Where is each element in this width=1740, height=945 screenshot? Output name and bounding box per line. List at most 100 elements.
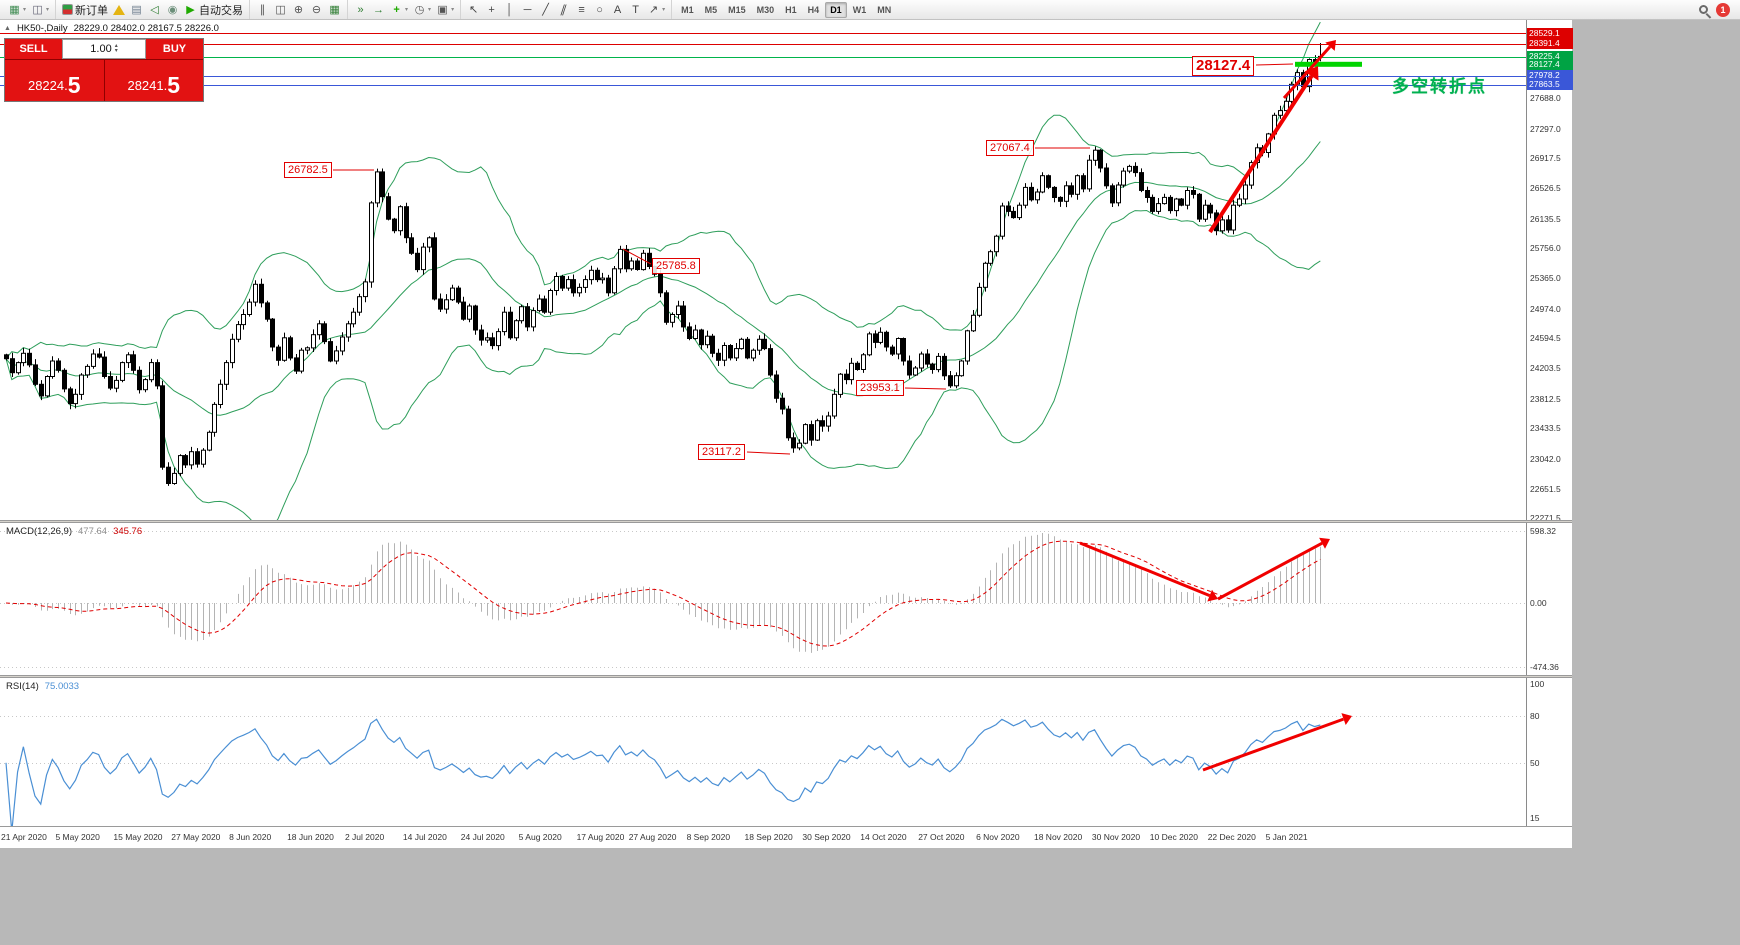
macd-tick: -474.36 — [1530, 662, 1559, 672]
fibonacci-button[interactable]: ≡ — [573, 2, 590, 18]
price-callout-26782.5[interactable]: 26782.5 — [284, 162, 332, 178]
profiles-dropdown-icon[interactable]: ▾ — [46, 7, 50, 13]
timeframe-h4-button[interactable]: H4 — [807, 4, 820, 15]
channel-button[interactable]: ∥ — [555, 2, 572, 18]
periods-dropdown-icon[interactable]: ▾ — [428, 7, 432, 13]
indicators-dropdown-icon[interactable]: ▾ — [405, 7, 409, 13]
price-tag-27863.5: 27863.5 — [1527, 79, 1573, 91]
main-chart-plot[interactable] — [0, 20, 1526, 520]
timeframe-w1-button[interactable]: W1 — [852, 4, 867, 15]
new-order-button[interactable]: 新订单 — [60, 1, 110, 19]
bars-chart-type-button[interactable]: ∥ — [254, 2, 271, 18]
pivot-line-segment[interactable] — [1295, 61, 1362, 67]
price-callout-28127.4[interactable]: 28127.4 — [1192, 56, 1255, 76]
zoom-in-button[interactable]: ⊕ — [290, 2, 307, 18]
macd-plot[interactable] — [0, 523, 1526, 675]
timeframe-m30-button[interactable]: M30 — [756, 4, 775, 15]
price-callout-25785.8[interactable]: 25785.8 — [652, 258, 700, 274]
periods-button[interactable]: ◷ ▾ — [411, 2, 433, 18]
grid-icon: ▦ — [329, 3, 340, 16]
metaeditor-icon — [113, 4, 126, 15]
rsi-plot[interactable] — [0, 678, 1526, 826]
price-callout-23117.2[interactable]: 23117.2 — [698, 444, 745, 460]
sell-button[interactable]: SELL — [5, 39, 62, 59]
templates-button[interactable]: ▣ ▾ — [434, 2, 456, 18]
indicators-button[interactable]: + ▾ — [388, 2, 410, 18]
vertical-line-icon: │ — [506, 3, 514, 16]
new-chart-button[interactable]: ▦ ▾ — [6, 2, 28, 18]
date-label: 24 Jul 2020 — [460, 832, 505, 842]
autotrading-icon: ▶ — [186, 3, 195, 16]
autoscroll-button[interactable]: » — [352, 2, 369, 18]
sell-price-display[interactable]: 28224. 5 — [5, 60, 104, 101]
search-icon[interactable] — [1699, 5, 1708, 14]
profiles-button[interactable]: ◫ ▾ — [29, 2, 51, 18]
zoom-in-icon: ⊕ — [293, 3, 304, 16]
timeframe-d1-button[interactable]: D1 — [825, 1, 847, 18]
macd-trend-arrow[interactable] — [1079, 541, 1218, 602]
macd-scale[interactable]: 598.32 0.00 -474.36 — [1526, 523, 1572, 675]
volume-down-button[interactable]: ▾ — [114, 48, 118, 54]
grid-button[interactable]: ▦ — [326, 2, 343, 18]
price-tick: 22651.5 — [1530, 483, 1561, 494]
timeframe-h1-button[interactable]: H1 — [785, 4, 797, 15]
print-button[interactable]: ▤ — [128, 2, 145, 18]
arrows-button[interactable]: ↗ ▾ — [645, 2, 667, 18]
pivot-point-label[interactable]: 多空转折点 — [1392, 77, 1487, 96]
new-chart-dropdown-icon[interactable]: ▾ — [23, 7, 27, 13]
timeframe-m15-button[interactable]: M15 — [728, 4, 746, 15]
volume-up-button[interactable]: ▴ — [114, 43, 118, 49]
autotrading-label: 自动交易 — [199, 4, 244, 17]
timeframe-mn-button[interactable]: MN — [877, 4, 892, 15]
price-callout-23953.1[interactable]: 23953.1 — [856, 380, 904, 396]
main-trend-arrow[interactable] — [1208, 66, 1319, 234]
candles-chart-type-button[interactable]: ◫ — [272, 2, 289, 18]
alerts-button[interactable]: ◁ — [146, 2, 163, 18]
autotrading-button[interactable]: ▶ 自动交易 — [182, 1, 245, 19]
buy-button[interactable]: BUY — [146, 39, 203, 59]
horizontal-line-button[interactable]: ─ — [519, 2, 536, 18]
symbol-period-label: HK50-,Daily — [16, 23, 68, 34]
timeframe-m1-button[interactable]: M1 — [681, 4, 694, 15]
price-callout-27067.4[interactable]: 27067.4 — [986, 140, 1034, 156]
community-button[interactable]: ◉ — [164, 2, 181, 18]
rsi-scale[interactable]: 100 80 50 15 — [1526, 678, 1572, 826]
trendline-button[interactable]: ╱ — [537, 2, 554, 18]
metaeditor-button[interactable] — [111, 4, 127, 16]
zoom-out-button[interactable]: ⊖ — [308, 2, 325, 18]
templates-dropdown-icon[interactable]: ▾ — [451, 7, 455, 13]
templates-icon: ▣ — [437, 3, 448, 16]
chart-shift-button[interactable]: → — [370, 2, 387, 18]
macd-trend-arrow[interactable] — [1217, 537, 1330, 601]
date-label: 5 May 2020 — [55, 832, 100, 842]
volume-field[interactable]: 1.00 ▴ ▾ — [62, 39, 146, 59]
main-trend-arrow[interactable] — [1282, 40, 1336, 100]
timeframe-m5-button[interactable]: M5 — [704, 4, 718, 15]
shapes-button[interactable]: ○ — [591, 2, 608, 18]
crosshair-button[interactable]: + — [483, 2, 500, 18]
main-toolbar: ▦ ▾ ◫ ▾ 新订单 ▤ ◁ ◉ ▶ 自动交易 ∥ ◫ ⊕ ⊖ ▦» → + ▾ ◷ ▾ ▣ ▾ ↖ + │ ─ ╱ ∥ ≡ ○ A T ↗ ▾… — [0, 0, 1740, 20]
text-button[interactable]: A — [609, 2, 626, 18]
crosshair-icon: + — [488, 3, 495, 16]
arrows-dropdown-icon[interactable]: ▾ — [662, 7, 666, 13]
bollinger-middle — [5, 141, 1321, 416]
collapse-panel-icon[interactable]: ▲ — [4, 25, 11, 32]
price-tick: 25365.0 — [1530, 273, 1561, 284]
buy-price-display[interactable]: 28241. 5 — [104, 60, 203, 101]
date-axis[interactable]: 21 Apr 2020 5 May 2020 15 May 2020 27 May 2… — [0, 826, 1572, 848]
macd-name: MACD(12,26,9) — [6, 526, 72, 537]
timeframe-group: M1 M5 M15 M30 H1 H4 D1 W1 MN — [676, 0, 896, 19]
panel-divider-macd[interactable] — [0, 520, 1572, 523]
notification-badge[interactable]: 1 — [1716, 2, 1730, 17]
trade-widget-top-row: SELL 1.00 ▴ ▾ BUY — [5, 39, 203, 59]
community-icon: ◉ — [167, 3, 178, 16]
rsi-trend-arrow[interactable] — [1202, 713, 1352, 772]
main-price-scale[interactable]: 27688.0 27297.0 26917.5 26526.5 26135.5 25756… — [1526, 20, 1573, 523]
price-tick: 26526.5 — [1530, 183, 1561, 194]
cursor-icon: ↖ — [468, 3, 479, 16]
vertical-line-button[interactable]: │ — [501, 2, 518, 18]
cursor-button[interactable]: ↖ — [465, 2, 482, 18]
candlesticks — [4, 43, 1323, 486]
label-button[interactable]: T — [627, 2, 644, 18]
panel-divider-rsi[interactable] — [0, 675, 1572, 678]
